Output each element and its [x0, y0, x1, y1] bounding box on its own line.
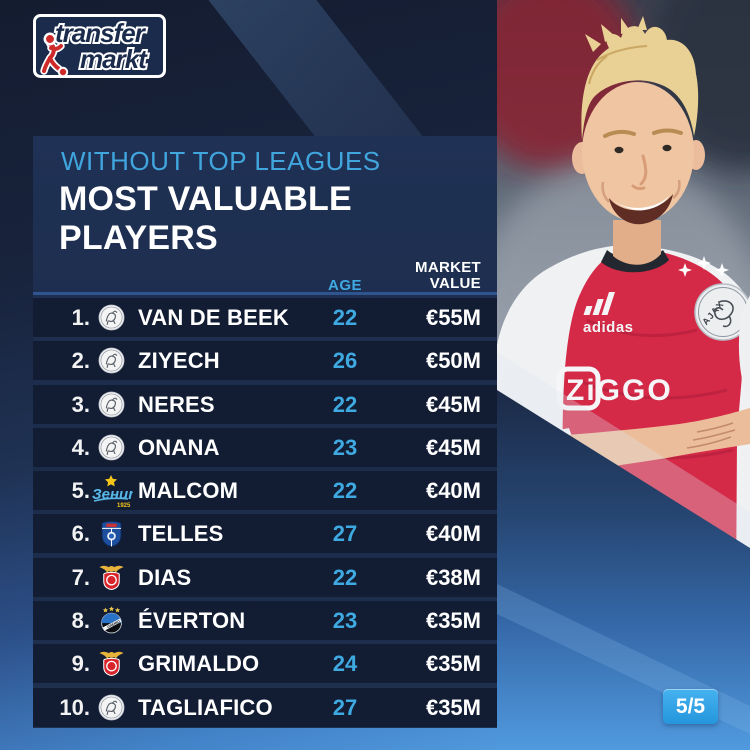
player-age: 23: [332, 434, 358, 460]
player-age: 26: [332, 348, 358, 374]
club-badge-ajax: [93, 428, 129, 467]
rank-label: 2.: [71, 348, 90, 374]
logo-line1: transfer: [55, 18, 147, 48]
rank-label: 8.: [71, 608, 90, 634]
club-badge-zenit: Зенит1925: [92, 471, 133, 510]
rank-label: 6.: [71, 521, 90, 547]
rank-label: 4.: [71, 434, 90, 460]
market-value-column-header: MARKET VALUE: [415, 260, 481, 292]
ziggo-sponsor-logo: ZiGGO: [556, 366, 673, 411]
market-value: €35M: [425, 694, 481, 720]
club-badge-benfica: [93, 644, 129, 683]
shirt-brand-text: adidas: [583, 319, 634, 336]
player-age: 22: [332, 478, 358, 504]
logo-box: [33, 14, 166, 78]
table-row: 4. ONANA 23 €45M: [33, 427, 497, 467]
player-photo: AJAX adidas ZiGGO: [497, 0, 750, 750]
content-panel: WITHOUT TOP LEAGUES MOST VALUABLE PLAYER…: [33, 136, 497, 728]
table-row: 6. TELLES 27 €40M: [33, 514, 497, 554]
market-value: €40M: [425, 478, 481, 504]
blonde-hair: [581, 26, 699, 140]
table-body: 1. VAN DE BEEK 22 €55M 2. ZIYECH 26 €50M…: [33, 298, 497, 727]
player-age: 27: [332, 694, 358, 720]
rank-label: 3.: [71, 391, 90, 417]
transfermarkt-logo: transfer markt: [33, 14, 166, 78]
table-row: 3. NERES 22 €45M: [33, 384, 497, 424]
player-name: ZIYECH: [138, 348, 220, 374]
player-head: [572, 16, 705, 265]
table-row: 7. DIAS 22 €38M: [33, 557, 497, 597]
player-name: GRIMALDO: [138, 651, 260, 677]
rank-label: 9.: [71, 651, 90, 677]
age-column-header: AGE: [327, 277, 362, 294]
player-name: NERES: [138, 391, 215, 417]
table-row: 2. ZIYECH 26 €50M: [33, 341, 497, 381]
footballer-figure-icon: [40, 32, 69, 78]
market-value: €35M: [425, 651, 481, 677]
market-value: €35M: [425, 608, 481, 634]
market-value: €45M: [425, 391, 481, 417]
table-row: 10. TAGLIAFICO 27 €35M: [33, 687, 497, 727]
player-name: DIAS: [138, 564, 192, 590]
table-row: 5. Зенит1925 MALCOM 22 €40M: [33, 471, 497, 511]
shirt-sponsor-text: ZiGGO: [566, 374, 673, 407]
table-row: 1. VAN DE BEEK 22 €55M: [33, 298, 497, 337]
player-age: 22: [332, 391, 358, 417]
rank-label: 5.: [71, 478, 90, 504]
market-value-header-line2: VALUE: [429, 275, 481, 292]
club-badge-benfica: [93, 558, 129, 597]
club-badge-ajax: [93, 341, 129, 380]
player-name: ÉVERTON: [138, 608, 246, 634]
svg-text:GRÊMIO: GRÊMIO: [106, 618, 121, 629]
ajax-crest-icon: AJAX: [694, 283, 750, 341]
club-badge-porto: [93, 514, 129, 553]
table-row: 8. GRÊMIO ÉVERTON 23 €35M: [33, 601, 497, 641]
club-badge-ajax: [93, 298, 129, 337]
right-sleeve: [738, 295, 750, 400]
table-row: 9. GRIMALDO 24 €35M: [33, 644, 497, 684]
rank-label: 1.: [71, 305, 90, 330]
rank-label: 7.: [71, 564, 90, 590]
player-age: 23: [332, 608, 358, 634]
player-name: TAGLIAFICO: [138, 694, 273, 720]
svg-text:1925: 1925: [117, 503, 131, 509]
club-badge-ajax: [93, 688, 129, 727]
subtitle: WITHOUT TOP LEAGUES: [61, 146, 381, 176]
header-divider: [33, 292, 497, 295]
shirt-stars: [678, 256, 729, 277]
market-value: €55M: [425, 305, 481, 330]
logo-line2: markt: [80, 44, 148, 74]
player-photo-illustration: AJAX adidas ZiGGO: [497, 0, 750, 750]
rank-label: 10.: [59, 694, 90, 720]
player-name: VAN DE BEEK: [138, 305, 289, 330]
adidas-logo-icon: adidas: [583, 292, 634, 336]
pagination-badge: 5/5: [663, 689, 718, 724]
player-age: 22: [332, 564, 358, 590]
player-age: 27: [332, 521, 358, 547]
player-age: 24: [332, 651, 358, 677]
player-name: MALCOM: [138, 478, 239, 504]
club-badge-gremio: GRÊMIO: [93, 601, 129, 640]
market-value: €50M: [425, 348, 481, 374]
market-value: €45M: [425, 434, 481, 460]
player-name: ONANA: [138, 434, 220, 460]
club-badge-ajax: [93, 385, 129, 424]
market-value-header-line1: MARKET: [415, 259, 481, 276]
player-age: 22: [332, 305, 358, 330]
page-title: MOST VALUABLE PLAYERS: [59, 180, 352, 257]
market-value: €38M: [425, 564, 481, 590]
player-name: TELLES: [138, 521, 224, 547]
market-value: €40M: [425, 521, 481, 547]
